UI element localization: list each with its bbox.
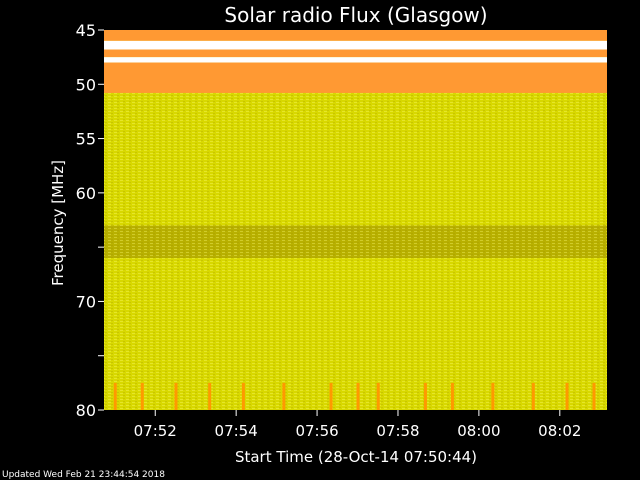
- burst-9: [423, 382, 427, 410]
- burst-3: [208, 382, 212, 410]
- burst-4: [241, 382, 245, 410]
- y-tick-label-80: 80: [76, 401, 96, 420]
- y-tick-label-60: 60: [76, 184, 96, 203]
- burst-2: [174, 382, 178, 410]
- x-tick-label-5: 08:02: [538, 422, 581, 440]
- updated-timestamp: Updated Wed Feb 21 23:44:54 2018: [2, 470, 165, 480]
- y-axis: 45 50 55 60 70 80: [76, 21, 104, 420]
- band-2: [104, 49, 607, 58]
- noise-texture: [104, 92, 607, 410]
- burst-1: [140, 382, 144, 410]
- x-tick-label-2: 07:56: [295, 422, 338, 440]
- y-tick-label-50: 50: [76, 75, 96, 94]
- y-tick-label-70: 70: [76, 292, 96, 311]
- y-tick-label-45: 45: [76, 21, 96, 40]
- band-4: [104, 62, 607, 93]
- burst-5: [282, 382, 286, 410]
- burst-6: [329, 382, 333, 410]
- y-axis-label: Frequency [MHz]: [49, 160, 67, 286]
- burst-12: [531, 382, 535, 410]
- y-tick-label-55: 55: [76, 130, 96, 149]
- burst-10: [450, 382, 454, 410]
- x-axis-label: Start Time (28-Oct-14 07:50:44): [235, 448, 477, 466]
- burst-13: [565, 382, 569, 410]
- plot-area: [104, 30, 607, 410]
- band-0: [104, 30, 607, 41]
- x-tick-label-4: 08:00: [457, 422, 500, 440]
- x-axis: 07:52 07:54 07:56 07:58 08:00 08:02: [134, 410, 581, 440]
- x-tick-label-0: 07:52: [134, 422, 177, 440]
- band-3: [104, 57, 607, 63]
- x-tick-label-3: 07:58: [376, 422, 419, 440]
- chart-title: Solar radio Flux (Glasgow): [224, 3, 487, 27]
- burst-7: [356, 382, 360, 410]
- burst-8: [376, 382, 380, 410]
- burst-14: [592, 382, 596, 410]
- band-1: [104, 40, 607, 50]
- burst-11: [491, 382, 495, 410]
- burst-0: [113, 382, 117, 410]
- x-tick-label-1: 07:54: [215, 422, 258, 440]
